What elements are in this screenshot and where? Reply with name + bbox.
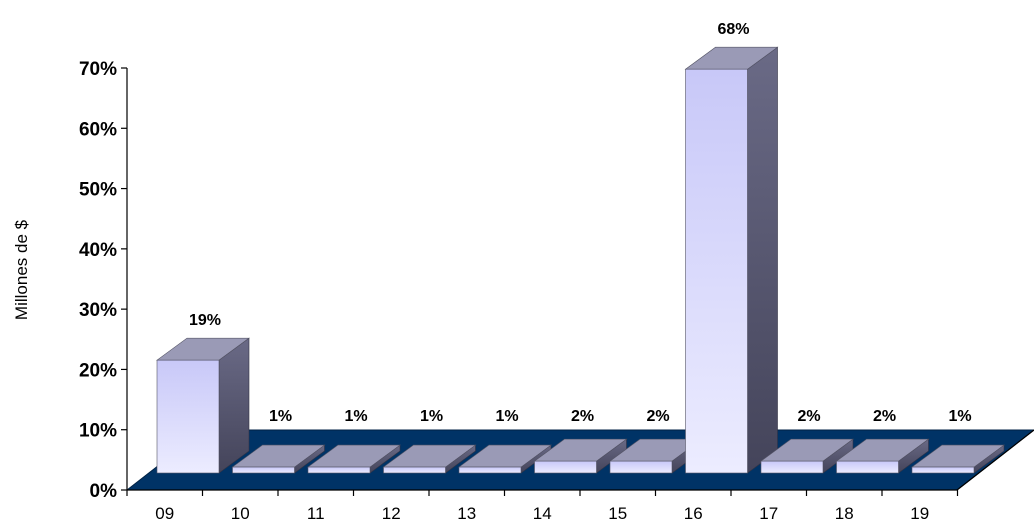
x-tick-label: 12	[382, 504, 401, 523]
x-tick-label: 13	[457, 504, 476, 523]
bar-front	[911, 466, 975, 474]
x-tick-label: 09	[155, 504, 174, 523]
bar-front	[836, 460, 899, 474]
x-tick-label: 11	[307, 504, 325, 523]
data-label: 1%	[948, 408, 971, 425]
bar	[231, 444, 326, 474]
bar-side	[747, 46, 778, 474]
data-label: 1%	[495, 408, 518, 425]
y-tick-label: 70%	[79, 59, 117, 80]
y-axis-ticks: 0% 10% 20% 30% 40% 50% 60% 70%	[79, 59, 127, 502]
bar	[533, 438, 628, 474]
bar-front	[232, 466, 295, 474]
bar-front	[458, 466, 522, 474]
x-tick-label: 16	[684, 504, 703, 523]
y-tick-label: 20%	[79, 360, 117, 381]
bar-front	[307, 466, 371, 474]
bar-front	[760, 460, 824, 474]
data-label: 2%	[571, 408, 594, 425]
y-tick-label: 60%	[79, 119, 117, 140]
bar	[760, 438, 854, 474]
y-tick-label: 40%	[79, 240, 117, 261]
bar	[156, 337, 250, 474]
bar	[382, 444, 477, 474]
x-tick-label: 18	[835, 504, 854, 523]
bar-side	[218, 337, 250, 474]
bar-front	[156, 359, 220, 474]
bar-series	[156, 46, 1005, 474]
bar	[307, 444, 401, 474]
bar-front	[685, 68, 748, 474]
y-tick-label: 30%	[79, 300, 117, 321]
x-axis-ticks: 09 10 11 12 13 14 15 16 17 18 19	[126, 490, 959, 523]
x-tick-label: 19	[910, 504, 929, 523]
data-label: 19%	[189, 312, 221, 329]
y-tick-label: 50%	[79, 180, 117, 201]
bar	[911, 444, 1005, 474]
x-tick-label: 10	[231, 504, 250, 523]
y-tick-label: 0%	[90, 481, 118, 502]
x-tick-label: 17	[759, 504, 778, 523]
x-tick-label: 14	[533, 504, 552, 523]
bar-front	[383, 466, 446, 474]
data-labels: 19% 1% 1% 1% 1% 2% 2% 68% 2% 2% 1%	[189, 21, 972, 425]
data-label: 2%	[646, 408, 669, 425]
data-label: 1%	[269, 408, 292, 425]
data-label: 1%	[344, 408, 367, 425]
bar	[684, 46, 779, 474]
floor-right-edge	[956, 429, 1034, 491]
y-tick-label: 10%	[79, 421, 117, 442]
bar-front	[534, 460, 597, 474]
bar	[835, 438, 930, 474]
x-tick-label: 15	[608, 504, 627, 523]
bar-front	[609, 460, 673, 474]
bar	[458, 444, 552, 474]
data-label: 1%	[420, 408, 443, 425]
data-label: 2%	[797, 408, 820, 425]
data-label: 2%	[873, 408, 896, 425]
y-axis-title: Millones de $	[12, 219, 31, 320]
data-label: 68%	[717, 21, 749, 38]
